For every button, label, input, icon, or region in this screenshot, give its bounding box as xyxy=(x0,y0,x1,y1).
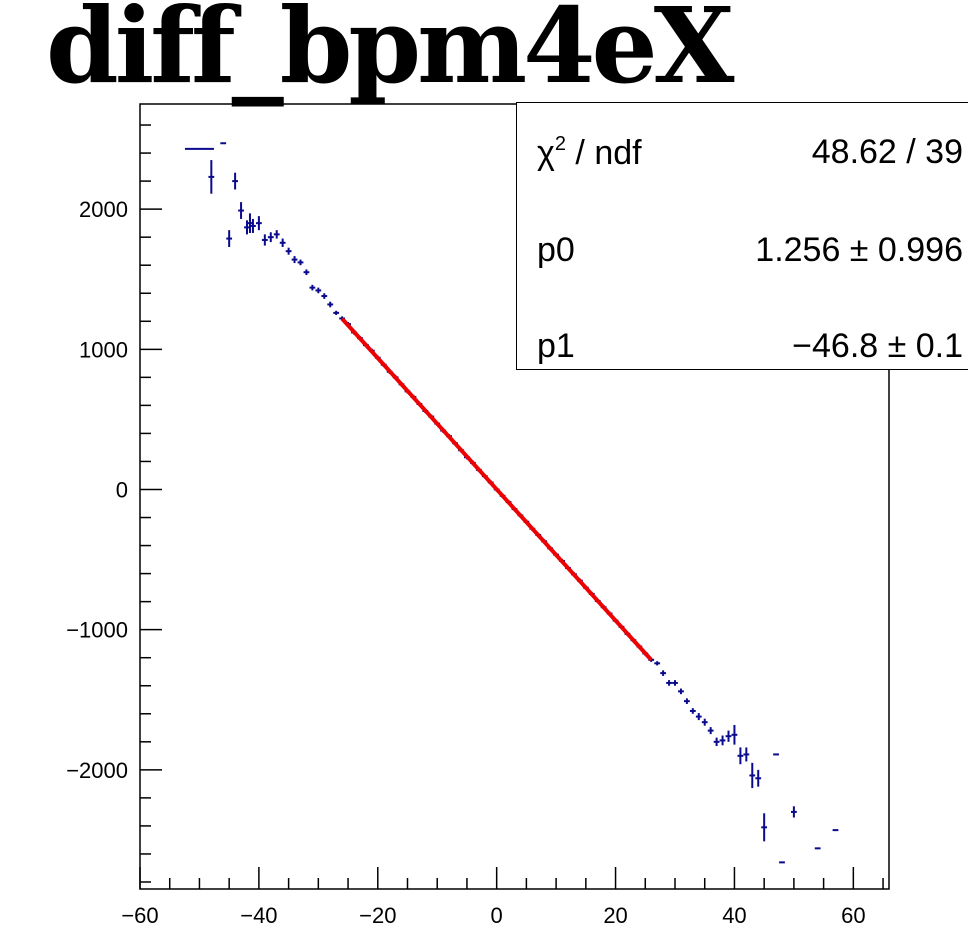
plot-frame xyxy=(139,103,890,890)
data-point xyxy=(303,269,310,276)
data-point xyxy=(725,730,732,742)
data-point xyxy=(749,762,756,789)
data-point xyxy=(713,737,720,747)
fit-line-group xyxy=(340,317,653,662)
data-point xyxy=(737,747,744,765)
data-point xyxy=(660,670,667,676)
data-point xyxy=(238,202,244,219)
chi2-ndf-text: / ndf xyxy=(565,134,642,172)
data-point xyxy=(689,708,696,714)
p0-value: 1.256 ± 0.996 xyxy=(755,231,963,269)
p1-value: −46.8 ± 0.1 xyxy=(792,327,963,365)
data-point xyxy=(226,230,233,247)
y-tick-label: 1000 xyxy=(79,337,128,362)
data-point xyxy=(315,287,322,294)
data-point xyxy=(678,688,684,695)
y-tick-label: 0 xyxy=(116,477,128,502)
data-point xyxy=(719,735,726,746)
data-point xyxy=(208,160,215,194)
data-point xyxy=(244,220,250,235)
y-tick-label: 2000 xyxy=(79,197,128,222)
chi2-value: 48.62 / 39 xyxy=(811,133,963,171)
data-point xyxy=(267,232,274,243)
x-tick-label: 20 xyxy=(603,903,627,928)
stats-row-chi2: χ2 / ndf 48.62 / 39 xyxy=(537,133,968,173)
x-tick-label: −20 xyxy=(359,903,396,928)
data-point xyxy=(297,259,304,266)
p1-label: p1 xyxy=(537,327,575,365)
data-point xyxy=(279,238,286,247)
x-tick-label: −60 xyxy=(121,903,158,928)
chi2-superscript: 2 xyxy=(554,133,566,155)
data-point xyxy=(291,256,298,264)
x-tick-label: −40 xyxy=(240,903,277,928)
data-point xyxy=(321,293,328,299)
chart-title: diff_bpm4eX xyxy=(46,0,734,107)
chi2-symbol: χ xyxy=(537,134,555,172)
data-point xyxy=(695,713,702,721)
data-point xyxy=(790,806,797,818)
data-point xyxy=(701,718,708,726)
y-tick-label: −2000 xyxy=(66,758,128,783)
data-point xyxy=(273,230,280,239)
stats-row-p1: p1 −46.8 ± 0.1 xyxy=(537,327,968,367)
y-tick-label: −1000 xyxy=(66,618,128,643)
data-point xyxy=(654,661,661,666)
data-point xyxy=(666,680,672,686)
data-point xyxy=(255,216,262,231)
axis-ticks xyxy=(139,124,884,889)
data-point xyxy=(285,247,292,255)
data-point xyxy=(327,301,334,308)
chi2-label: χ2 / ndf xyxy=(537,133,642,173)
x-tick-label: 60 xyxy=(841,903,865,928)
data-point xyxy=(761,813,768,842)
data-point xyxy=(707,727,714,735)
data-point xyxy=(683,698,690,704)
data-point xyxy=(755,769,762,787)
stats-row-p0: p0 1.256 ± 0.996 xyxy=(537,231,968,271)
x-tick-label: 40 xyxy=(722,903,746,928)
data-point xyxy=(672,680,678,686)
data-point xyxy=(261,234,268,246)
data-point xyxy=(309,284,316,291)
data-point xyxy=(743,747,750,762)
x-tick-label: 0 xyxy=(491,903,503,928)
fit-line xyxy=(340,317,653,662)
data-point xyxy=(232,172,239,190)
p0-label: p0 xyxy=(537,231,575,269)
data-point xyxy=(333,310,340,315)
data-point xyxy=(250,218,256,233)
stats-box: χ2 / ndf 48.62 / 39 p0 1.256 ± 0.996 p1 … xyxy=(516,102,968,370)
data-point xyxy=(731,724,738,745)
data-point xyxy=(247,213,253,233)
tick-labels: −60 −40 −20 0 20 40 60 −2000 −1000 0 1000 2000 xyxy=(66,197,865,928)
